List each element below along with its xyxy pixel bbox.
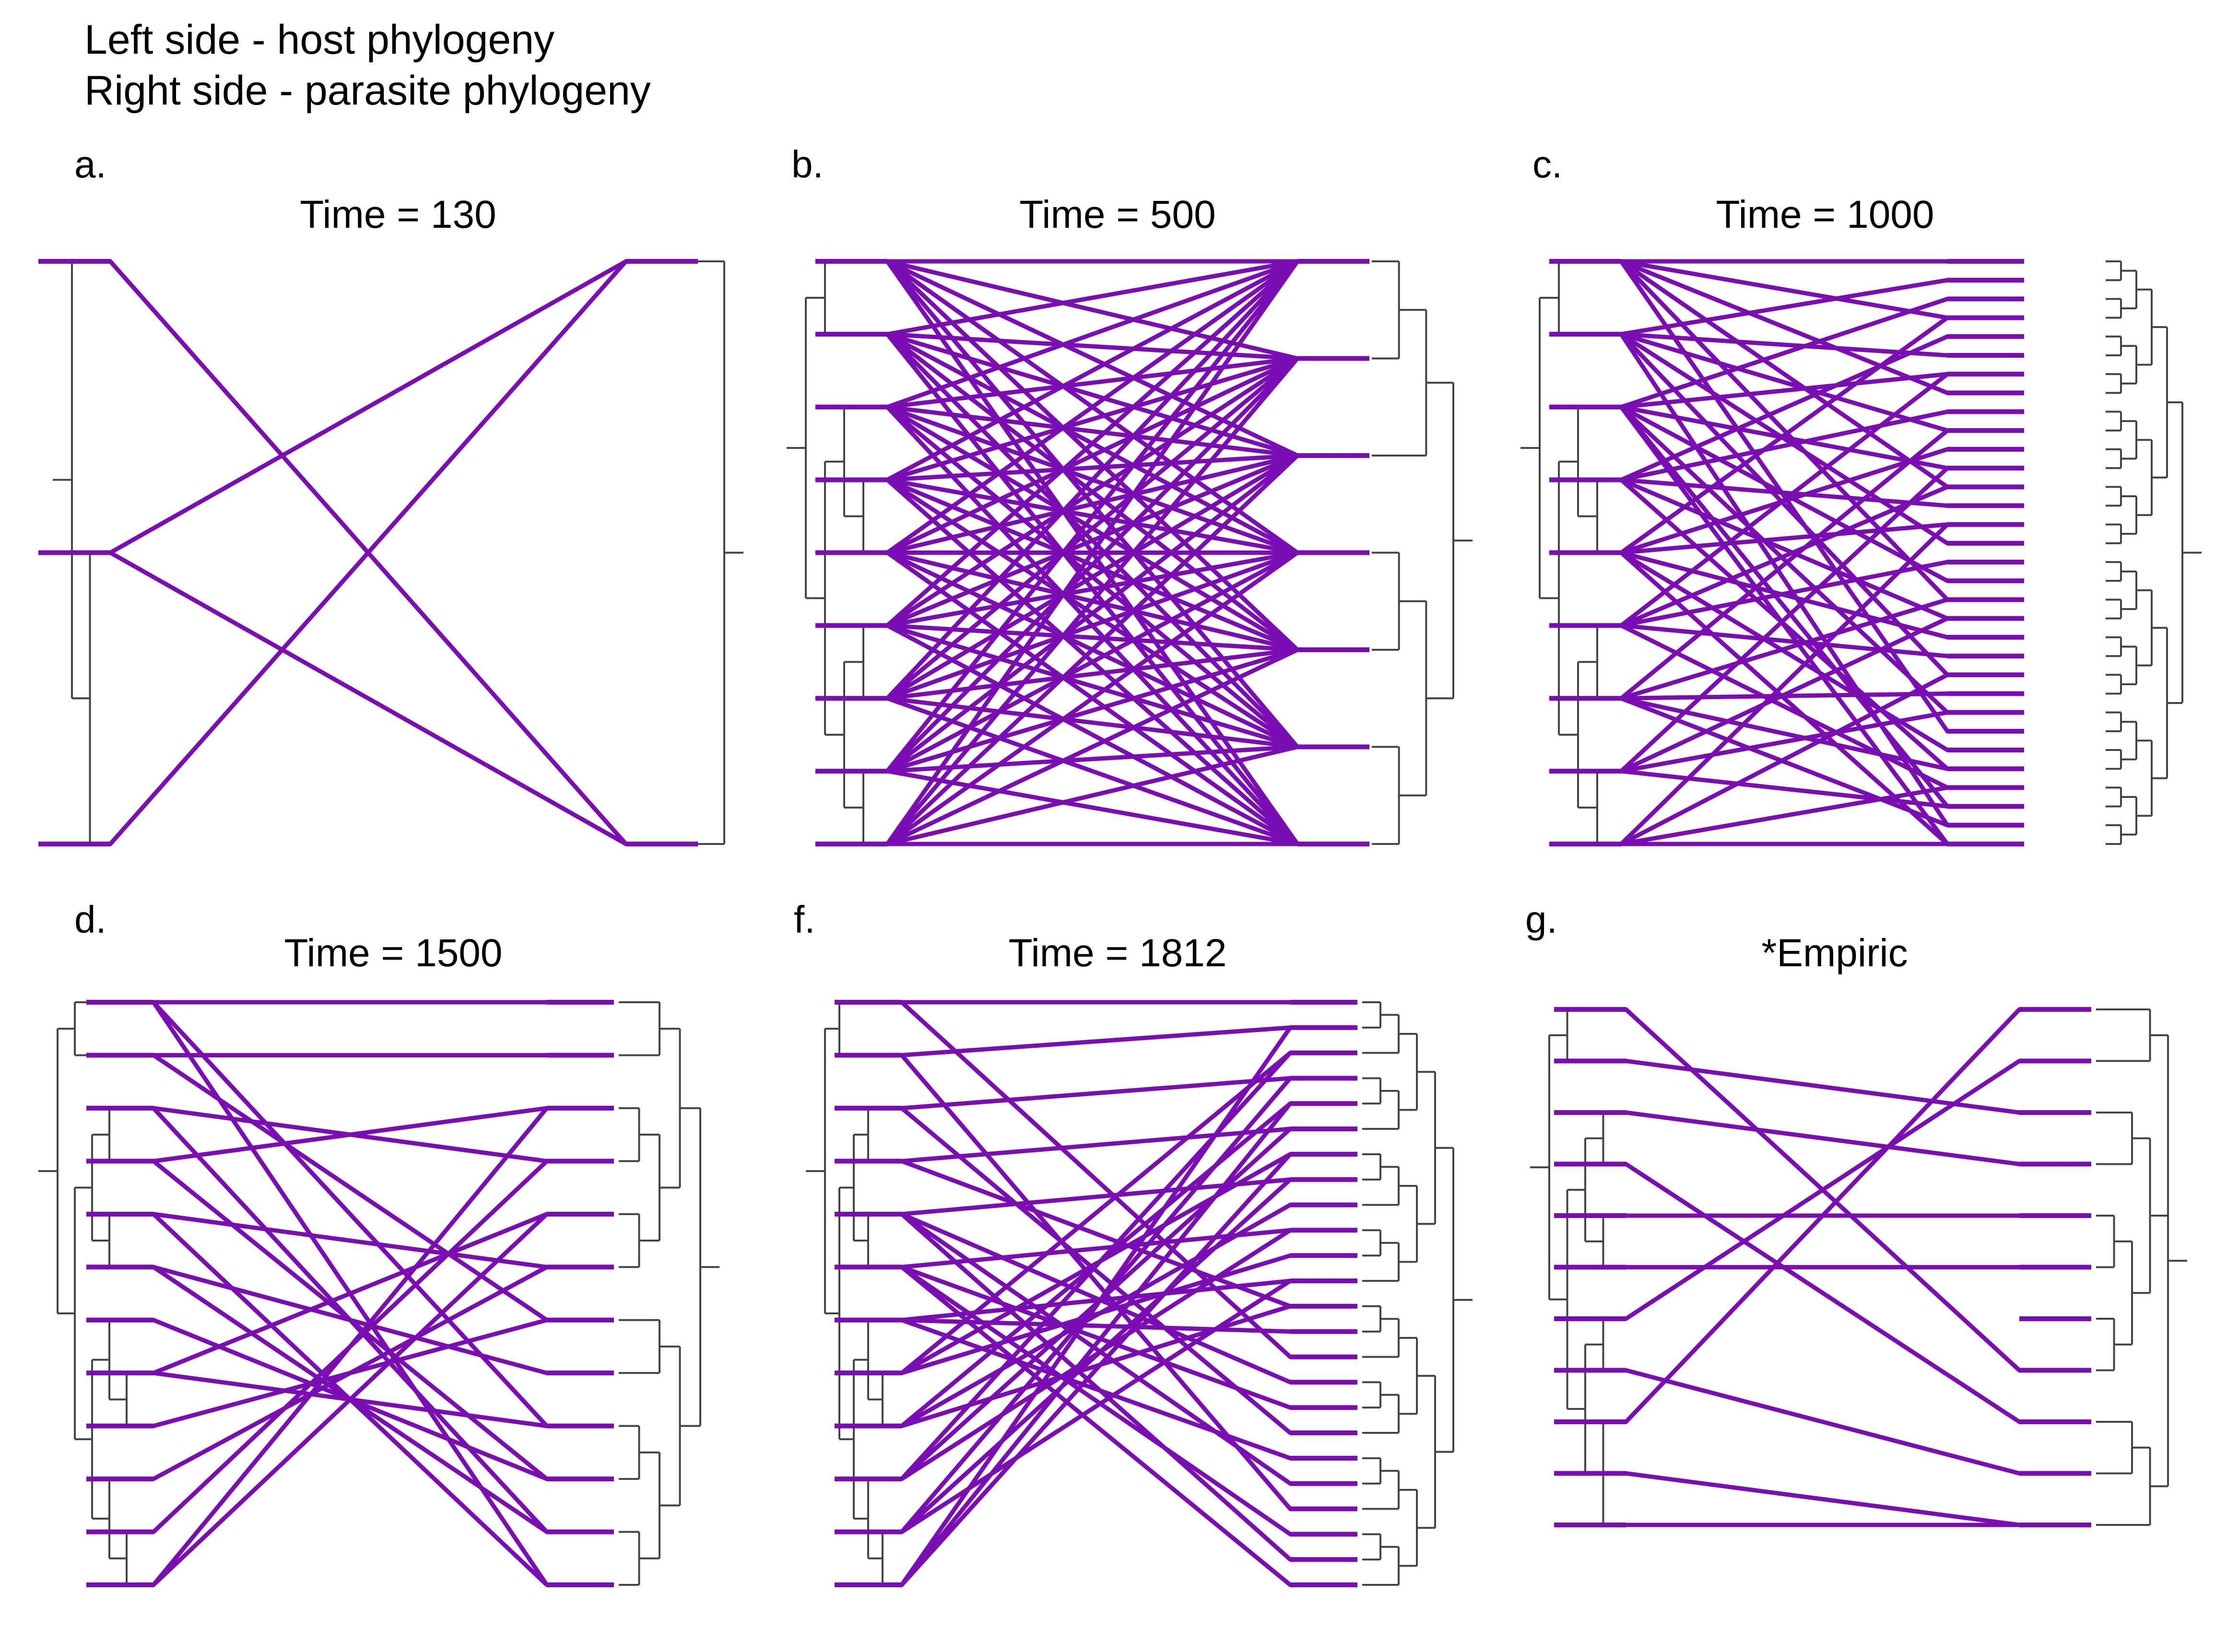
association-link [38,259,698,846]
parasite-tree [698,260,743,845]
panels: a. Time = 130 b. Time = 500 c. Time = 1000 d. T… [38,143,2202,1587]
host-tree [38,1001,144,1586]
panel-label: d. [74,898,106,941]
association-link [1554,1110,2091,1166]
association-link [815,332,1369,458]
header-line-2: Right side - parasite phylogeny [84,68,651,114]
association-link [86,1053,614,1323]
parasite-tree [1372,260,1473,845]
association-link [86,1106,614,1587]
panel-title: Time = 1812 [1008,931,1226,975]
panel-title: Time = 1000 [1716,193,1934,236]
association-link [1549,332,2024,433]
panel-title: Time = 500 [1019,193,1215,236]
panel-6: g. *Empiric [1525,898,2187,1527]
association-link [1549,405,2024,470]
association-link [38,551,698,846]
association-link [38,259,698,555]
association-link [86,1106,614,1163]
panel-label: f. [794,898,815,941]
panel-3: c. Time = 1000 [1520,143,2202,846]
parasite-tree [2106,260,2202,845]
panel-label: c. [1532,143,1562,186]
association-link [1554,1059,2091,1321]
association-link [86,1265,614,1375]
association-link [835,1318,1357,1461]
association-link [1549,785,2024,846]
association-link [1554,1162,2091,1424]
association-link [1554,1471,2091,1527]
parasite-tree [619,1001,719,1586]
panel-2: b. Time = 500 [787,143,1473,846]
host-tree [806,1001,897,1586]
parasite-tree [1362,1001,1473,1586]
panel-label: g. [1525,898,1557,941]
association-link [1549,522,2024,846]
panel-title: Time = 130 [300,193,496,236]
association-link [86,1212,614,1269]
association-link [1554,1368,2091,1476]
panel-label: b. [791,143,824,186]
panel-5: f. Time = 1812 [794,898,1473,1587]
association-link [815,259,1369,628]
parasite-tree [2096,1008,2187,1526]
panel-label: a. [74,143,106,186]
header-line-1: Left side - host phylogeny [84,17,554,63]
panel-1: a. Time = 130 [38,143,743,846]
association-link [1549,259,2024,320]
panel-title: Time = 1500 [284,931,502,975]
panel-title: *Empiric [1761,931,1908,975]
panel-4: d. Time = 1500 [38,898,719,1587]
association-link [815,647,1369,773]
association-link [835,1126,1357,1163]
